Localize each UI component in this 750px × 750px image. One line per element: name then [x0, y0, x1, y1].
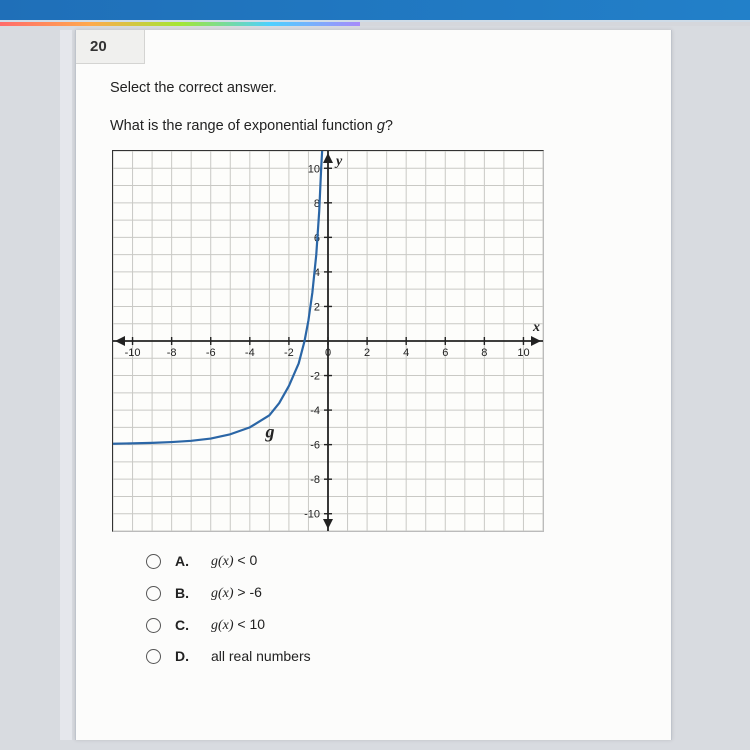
answer-option-b[interactable]: B. g(x) > -6	[146, 584, 637, 602]
question-text: What is the range of exponential functio…	[110, 118, 637, 134]
radio-icon[interactable]	[146, 649, 161, 664]
answer-letter: A.	[175, 553, 197, 569]
svg-text:2: 2	[364, 347, 370, 359]
svg-text:-8: -8	[310, 474, 320, 486]
svg-text:6: 6	[442, 347, 448, 359]
answer-option-d[interactable]: D. all real numbers	[146, 648, 637, 664]
radio-icon[interactable]	[146, 618, 161, 633]
svg-text:g: g	[264, 422, 274, 442]
svg-text:-2: -2	[284, 347, 294, 359]
answer-letter: C.	[175, 617, 197, 633]
svg-text:-4: -4	[245, 347, 255, 359]
chart-svg: -10-8-6-4-20246810108642-2-4-6-8-10xyg	[113, 151, 543, 531]
answer-expr: g(x) > -6	[211, 584, 262, 602]
app-header-bar	[0, 0, 750, 22]
svg-text:-2: -2	[310, 371, 320, 383]
question-var: g	[377, 118, 385, 134]
question-page: 20 Select the correct answer. What is th…	[75, 30, 672, 740]
question-number: 20	[76, 30, 145, 64]
progress-strip	[0, 22, 750, 26]
svg-text:0: 0	[325, 347, 331, 359]
answer-option-c[interactable]: C. g(x) < 10	[146, 616, 637, 634]
question-content: Select the correct answer. What is the r…	[110, 80, 637, 678]
answer-letter: B.	[175, 585, 197, 601]
svg-text:-10: -10	[304, 509, 320, 521]
svg-text:-6: -6	[310, 440, 320, 452]
svg-text:-8: -8	[167, 347, 177, 359]
answer-expr: all real numbers	[211, 648, 311, 664]
radio-icon[interactable]	[146, 554, 161, 569]
svg-text:2: 2	[314, 301, 320, 313]
answer-list: A. g(x) < 0 B. g(x) > -6 C. g(x) < 10 D.…	[146, 552, 637, 664]
exponential-chart: -10-8-6-4-20246810108642-2-4-6-8-10xyg	[112, 150, 544, 532]
answer-option-a[interactable]: A. g(x) < 0	[146, 552, 637, 570]
svg-text:-10: -10	[125, 347, 141, 359]
svg-text:8: 8	[481, 347, 487, 359]
radio-icon[interactable]	[146, 586, 161, 601]
instruction-text: Select the correct answer.	[110, 80, 637, 96]
svg-text:-6: -6	[206, 347, 216, 359]
svg-text:10: 10	[308, 163, 320, 175]
answer-letter: D.	[175, 648, 197, 664]
svg-text:10: 10	[517, 347, 529, 359]
svg-text:y: y	[334, 154, 343, 169]
answer-expr: g(x) < 0	[211, 552, 257, 570]
question-lead: What is the range of exponential functio…	[110, 118, 377, 134]
svg-text:x: x	[532, 320, 540, 335]
svg-text:-4: -4	[310, 405, 320, 417]
page-edge	[60, 30, 72, 740]
question-tail: ?	[385, 118, 393, 134]
svg-text:4: 4	[403, 347, 409, 359]
answer-expr: g(x) < 10	[211, 616, 265, 634]
